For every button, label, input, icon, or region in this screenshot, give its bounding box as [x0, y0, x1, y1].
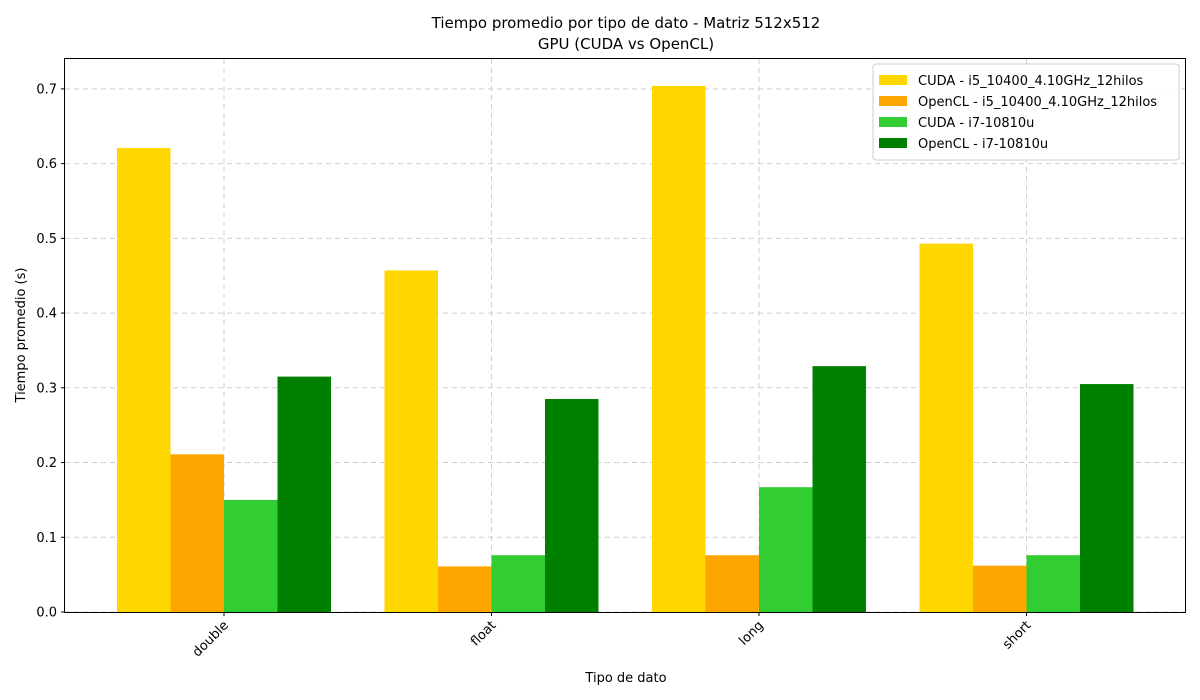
chart-subtitle: GPU (CUDA vs OpenCL) — [538, 35, 714, 53]
legend-swatch — [879, 117, 907, 127]
y-tick-label: 0.6 — [36, 157, 57, 172]
bar — [384, 270, 438, 612]
bar — [705, 555, 759, 612]
y-tick-label: 0.0 — [36, 606, 57, 621]
legend-swatch — [879, 96, 907, 106]
bar — [1080, 384, 1134, 612]
x-tick-label: short — [1000, 618, 1034, 652]
x-tick-label: float — [468, 618, 499, 649]
y-tick-label: 0.4 — [36, 307, 57, 322]
plot-frame — [64, 58, 1186, 613]
y-axis: 0.0 0.1 0.2 0.3 0.4 0.5 0.6 0.7 — [36, 82, 65, 621]
legend-swatch — [879, 138, 907, 148]
bar — [812, 366, 866, 612]
y-tick-label: 0.7 — [36, 82, 57, 97]
bar — [117, 147, 171, 612]
bar — [973, 565, 1027, 612]
x-tick-label: long — [736, 618, 766, 648]
bar — [652, 85, 706, 612]
bar — [170, 454, 224, 612]
legend-label: CUDA - i7-10810u — [918, 116, 1034, 131]
bar — [491, 555, 545, 612]
bar — [545, 399, 599, 612]
bar — [1026, 555, 1080, 612]
bar — [759, 487, 813, 612]
legend: CUDA - i5_10400_4.10GHz_12hilos OpenCL - … — [872, 63, 1180, 161]
bars — [117, 85, 1134, 612]
y-tick-label: 0.5 — [36, 232, 57, 247]
bar — [277, 376, 331, 612]
bar — [919, 243, 973, 612]
x-tick-label: double — [190, 618, 232, 660]
legend-label: OpenCL - i5_10400_4.10GHz_12hilos — [918, 95, 1157, 110]
x-axis-label: Tipo de dato — [584, 671, 666, 686]
legend-label: CUDA - i5_10400_4.10GHz_12hilos — [918, 74, 1144, 89]
x-axis: double float long short — [190, 612, 1034, 660]
legend-box — [872, 63, 1180, 161]
legend-label: OpenCL - i7-10810u — [918, 137, 1048, 152]
bar — [224, 499, 278, 612]
chart-title: Tiempo promedio por tipo de dato - Matri… — [431, 14, 821, 32]
y-tick-label: 0.2 — [36, 456, 57, 471]
legend-swatch — [879, 75, 907, 85]
y-axis-label: Tiempo promedio (s) — [14, 268, 29, 404]
bar — [438, 566, 492, 612]
y-tick-label: 0.3 — [36, 381, 57, 396]
y-tick-label: 0.1 — [36, 531, 57, 546]
